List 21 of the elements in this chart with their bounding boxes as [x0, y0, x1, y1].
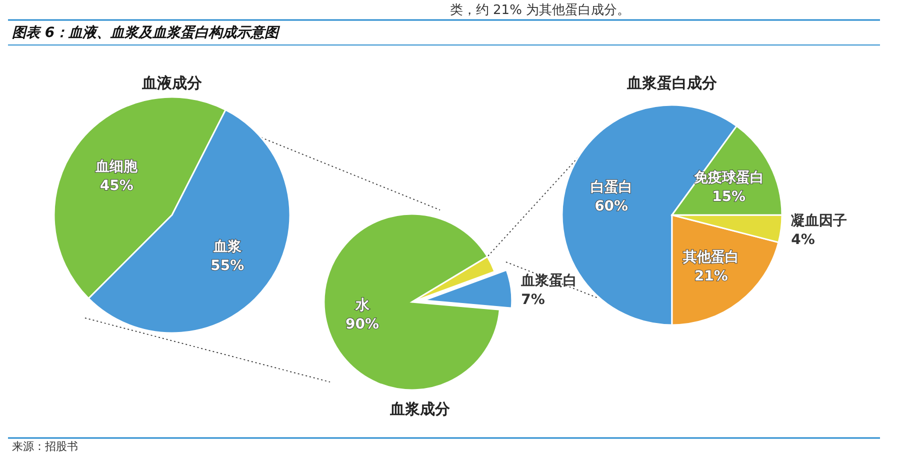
- slice-label: 水: [354, 297, 370, 314]
- text: 血浆成分: [389, 400, 451, 418]
- chart-title: 血浆蛋白成分: [626, 74, 718, 92]
- text: 类，约 21% 为其他蛋白成分。: [450, 3, 630, 18]
- data-label: 4%: [791, 232, 815, 248]
- data-label: 45%: [100, 178, 134, 194]
- data-label: 60%: [594, 198, 628, 214]
- slice-label: 凝血因子: [791, 212, 848, 229]
- data-label: 21%: [694, 268, 728, 284]
- slice-label: 其他蛋白: [682, 249, 740, 266]
- data-label: 90%: [346, 316, 380, 332]
- slice-label: 血浆蛋白: [520, 272, 578, 289]
- data-label: 15%: [712, 189, 746, 206]
- chart-title: 血液成分: [141, 74, 203, 92]
- text: 图表 6：血液、血浆及血浆蛋白构成示意图: [12, 24, 281, 41]
- data-label: 7%: [521, 292, 545, 308]
- source-note: 来源：招股书: [12, 440, 78, 453]
- slice-label: 血细胞: [94, 158, 139, 175]
- slice-label: 血浆: [212, 239, 242, 256]
- slice-label: 白蛋白: [590, 179, 632, 196]
- data-label: 55%: [210, 258, 244, 274]
